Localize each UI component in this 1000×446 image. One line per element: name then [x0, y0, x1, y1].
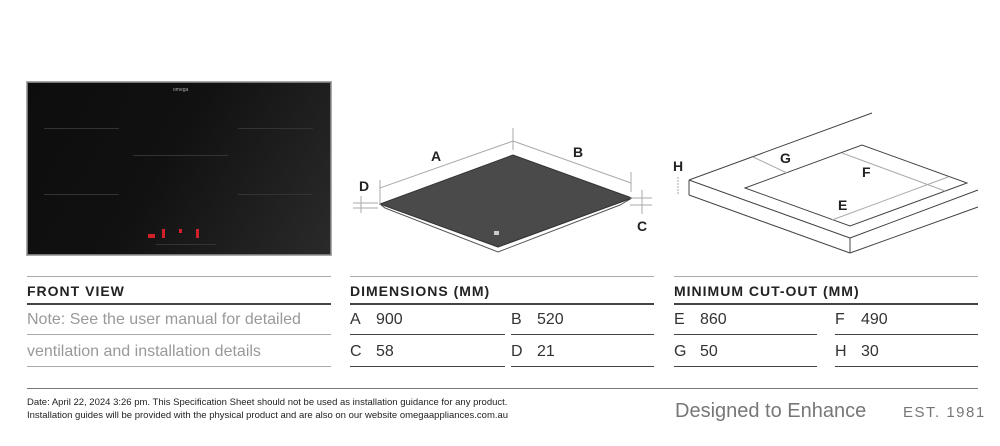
- divider: [350, 276, 654, 277]
- divider: [350, 366, 505, 367]
- dimension-d: D 21: [511, 343, 555, 360]
- front-view-heading: FRONT VIEW: [27, 283, 125, 299]
- label-g: G: [780, 150, 791, 166]
- divider: [27, 303, 331, 305]
- dimension-lines: [353, 128, 652, 214]
- cutout-dimension-lines: [677, 152, 949, 221]
- cutout-drawing: [688, 112, 979, 254]
- cutout-f: F 490: [835, 311, 888, 328]
- dimensions-diagram: A B D C H G F E: [353, 112, 979, 254]
- label-h: H: [673, 158, 683, 174]
- divider: [511, 334, 654, 335]
- dimension-c: C 58: [350, 343, 394, 360]
- label-d: D: [359, 178, 369, 194]
- tagline: Designed to Enhance: [675, 400, 867, 422]
- divider: [350, 303, 654, 305]
- divider: [27, 366, 331, 367]
- cutout-h: H 30: [835, 343, 879, 360]
- footer-disclaimer: Date: April 22, 2024 3:26 pm. This Speci…: [27, 396, 508, 422]
- divider: [674, 334, 817, 335]
- established-year: EST. 1981: [903, 404, 986, 421]
- footer-line-1: Date: April 22, 2024 3:26 pm. This Speci…: [27, 397, 508, 408]
- divider: [835, 334, 978, 335]
- divider: [350, 334, 505, 335]
- footer-line-2: Installation guides will be provided wit…: [27, 410, 509, 421]
- control-indicator[interactable]: [179, 229, 182, 233]
- label-b: B: [573, 144, 583, 160]
- dimension-a: A 900: [350, 311, 403, 328]
- zone-line: [238, 194, 313, 195]
- divider: [835, 366, 978, 367]
- label-c: C: [637, 218, 647, 234]
- cutout-e: E 860: [674, 311, 727, 328]
- zone-line: [238, 128, 313, 129]
- cutout-g: G 50: [674, 343, 718, 360]
- divider: [27, 276, 331, 277]
- divider: [674, 303, 978, 305]
- cooktop-logo: omega: [173, 87, 189, 93]
- divider: [674, 366, 817, 367]
- divider: [674, 276, 978, 277]
- label-f: F: [862, 164, 871, 180]
- zone-line: [44, 128, 119, 129]
- divider: [27, 334, 331, 335]
- zone-line: [44, 194, 119, 195]
- footer-divider: [27, 388, 978, 389]
- note-line-1: Note: See the user manual for detailed: [27, 311, 301, 328]
- dimension-b: B 520: [511, 311, 564, 328]
- label-a: A: [431, 148, 441, 164]
- note-line-2: ventilation and installation details: [27, 343, 261, 360]
- cooktop-front-view-image: omega: [27, 82, 331, 255]
- label-e: E: [838, 197, 847, 213]
- slider-control[interactable]: [156, 244, 216, 245]
- dimensions-heading: DIMENSIONS (MM): [350, 283, 491, 299]
- cutout-heading: MINIMUM CUT-OUT (MM): [674, 283, 860, 299]
- control-indicator[interactable]: [196, 229, 199, 238]
- control-indicator[interactable]: [148, 234, 155, 238]
- control-indicator[interactable]: [162, 229, 165, 238]
- divider: [511, 366, 654, 367]
- zone-line: [133, 155, 228, 156]
